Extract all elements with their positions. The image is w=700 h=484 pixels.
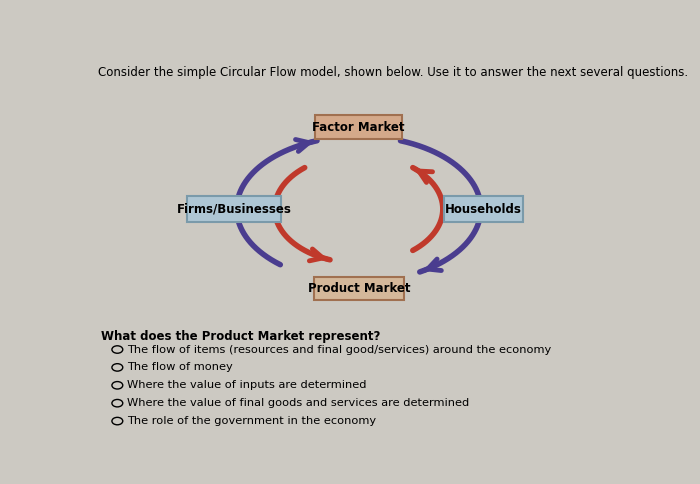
Text: Product Market: Product Market [307, 282, 410, 295]
FancyBboxPatch shape [186, 196, 281, 222]
Text: Households: Households [445, 202, 522, 215]
Text: Firms/Businesses: Firms/Businesses [176, 202, 291, 215]
Text: The flow of items (resources and final good/services) around the economy: The flow of items (resources and final g… [127, 345, 552, 354]
Text: The flow of money: The flow of money [127, 363, 233, 372]
Text: Consider the simple Circular Flow model, shown below. Use it to answer the next : Consider the simple Circular Flow model,… [98, 65, 689, 78]
Text: What does the Product Market represent?: What does the Product Market represent? [101, 330, 380, 343]
FancyBboxPatch shape [315, 116, 402, 138]
Text: Where the value of inputs are determined: Where the value of inputs are determined [127, 380, 367, 390]
FancyBboxPatch shape [444, 196, 523, 222]
Text: The role of the government in the economy: The role of the government in the econom… [127, 416, 376, 426]
FancyBboxPatch shape [314, 277, 403, 300]
Text: Factor Market: Factor Market [312, 121, 405, 134]
Text: Where the value of final goods and services are determined: Where the value of final goods and servi… [127, 398, 470, 408]
